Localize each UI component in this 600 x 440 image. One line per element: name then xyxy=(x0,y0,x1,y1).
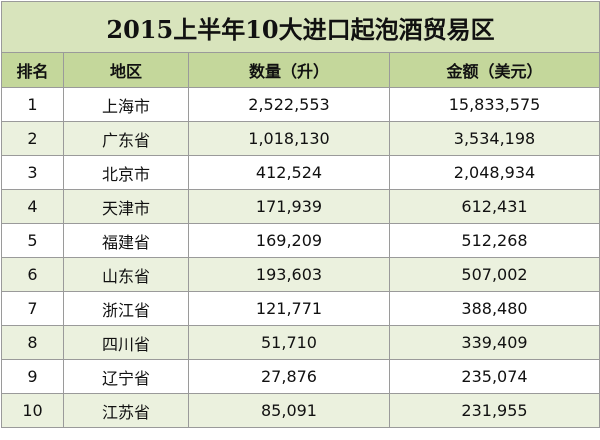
table-cell: 北京市 xyxy=(63,155,189,190)
table-cell: 193,603 xyxy=(188,257,390,292)
table-cell: 3 xyxy=(1,155,64,190)
table-row: 1 上海市 2,522,553 15,833,575 xyxy=(1,87,600,122)
table-row: 2 广东省 1,018,130 3,534,198 xyxy=(1,121,600,156)
table-cell: 51,710 xyxy=(188,325,390,360)
table-cell: 3,534,198 xyxy=(388,121,600,156)
table-cell: 江苏省 xyxy=(63,393,189,428)
table-title: 2015上半年10大进口起泡酒贸易区 xyxy=(0,1,600,53)
table-cell: 231,955 xyxy=(388,393,600,428)
table-cell: 10 xyxy=(1,393,64,428)
table-cell: 山东省 xyxy=(63,257,189,292)
table-cell: 339,409 xyxy=(388,325,600,360)
table-cell: 辽宁省 xyxy=(63,359,189,394)
table-cell: 四川省 xyxy=(63,325,189,360)
table-cell: 15,833,575 xyxy=(388,87,600,122)
table-cell: 9 xyxy=(1,359,64,394)
table-cell: 8 xyxy=(1,325,64,360)
header-row: 排名 地区 数量（升） 金额（美元） xyxy=(1,52,600,88)
table-cell: 612,431 xyxy=(388,189,600,224)
table-row: 3 北京市 412,524 2,048,934 xyxy=(1,155,600,190)
table-cell: 171,939 xyxy=(188,189,390,224)
table-cell: 天津市 xyxy=(63,189,189,224)
table-row: 9 辽宁省 27,876 235,074 xyxy=(1,359,600,394)
column-header: 数量（升） xyxy=(188,52,390,88)
table-cell: 507,002 xyxy=(388,257,600,292)
table-cell: 169,209 xyxy=(188,223,390,258)
table-row: 7 浙江省 121,771 388,480 xyxy=(1,291,600,326)
column-header: 金额（美元） xyxy=(388,52,600,88)
table-cell: 1 xyxy=(1,87,64,122)
table-cell: 1,018,130 xyxy=(188,121,390,156)
table-row: 5 福建省 169,209 512,268 xyxy=(1,223,600,258)
table-cell: 2 xyxy=(1,121,64,156)
table-row: 6 山东省 193,603 507,002 xyxy=(1,257,600,292)
table-cell: 4 xyxy=(1,189,64,224)
column-header: 地区 xyxy=(63,52,189,88)
table-cell: 2,522,553 xyxy=(188,87,390,122)
table-cell: 27,876 xyxy=(188,359,390,394)
data-table: 2015上半年10大进口起泡酒贸易区 排名 地区 数量（升） 金额（美元） 1 上海市 2… xyxy=(0,1,600,428)
table-cell: 121,771 xyxy=(188,291,390,326)
table-cell: 广东省 xyxy=(63,121,189,156)
table-cell: 6 xyxy=(1,257,64,292)
column-header: 排名 xyxy=(1,52,64,88)
table-cell: 388,480 xyxy=(388,291,600,326)
table-row: 4 天津市 171,939 612,431 xyxy=(1,189,600,224)
table-row: 10 江苏省 85,091 231,955 xyxy=(1,393,600,428)
table-cell: 上海市 xyxy=(63,87,189,122)
table-cell: 412,524 xyxy=(188,155,390,190)
table-row: 8 四川省 51,710 339,409 xyxy=(1,325,600,360)
table-cell: 235,074 xyxy=(388,359,600,394)
table-cell: 5 xyxy=(1,223,64,258)
table-cell: 福建省 xyxy=(63,223,189,258)
table-cell: 7 xyxy=(1,291,64,326)
table-cell: 2,048,934 xyxy=(388,155,600,190)
table-cell: 85,091 xyxy=(188,393,390,428)
table-cell: 512,268 xyxy=(388,223,600,258)
title-row: 2015上半年10大进口起泡酒贸易区 xyxy=(0,1,600,53)
table-cell: 浙江省 xyxy=(63,291,189,326)
table-body: 1 上海市 2,522,553 15,833,575 2 广东省 1,018,130 3,53… xyxy=(1,87,600,428)
